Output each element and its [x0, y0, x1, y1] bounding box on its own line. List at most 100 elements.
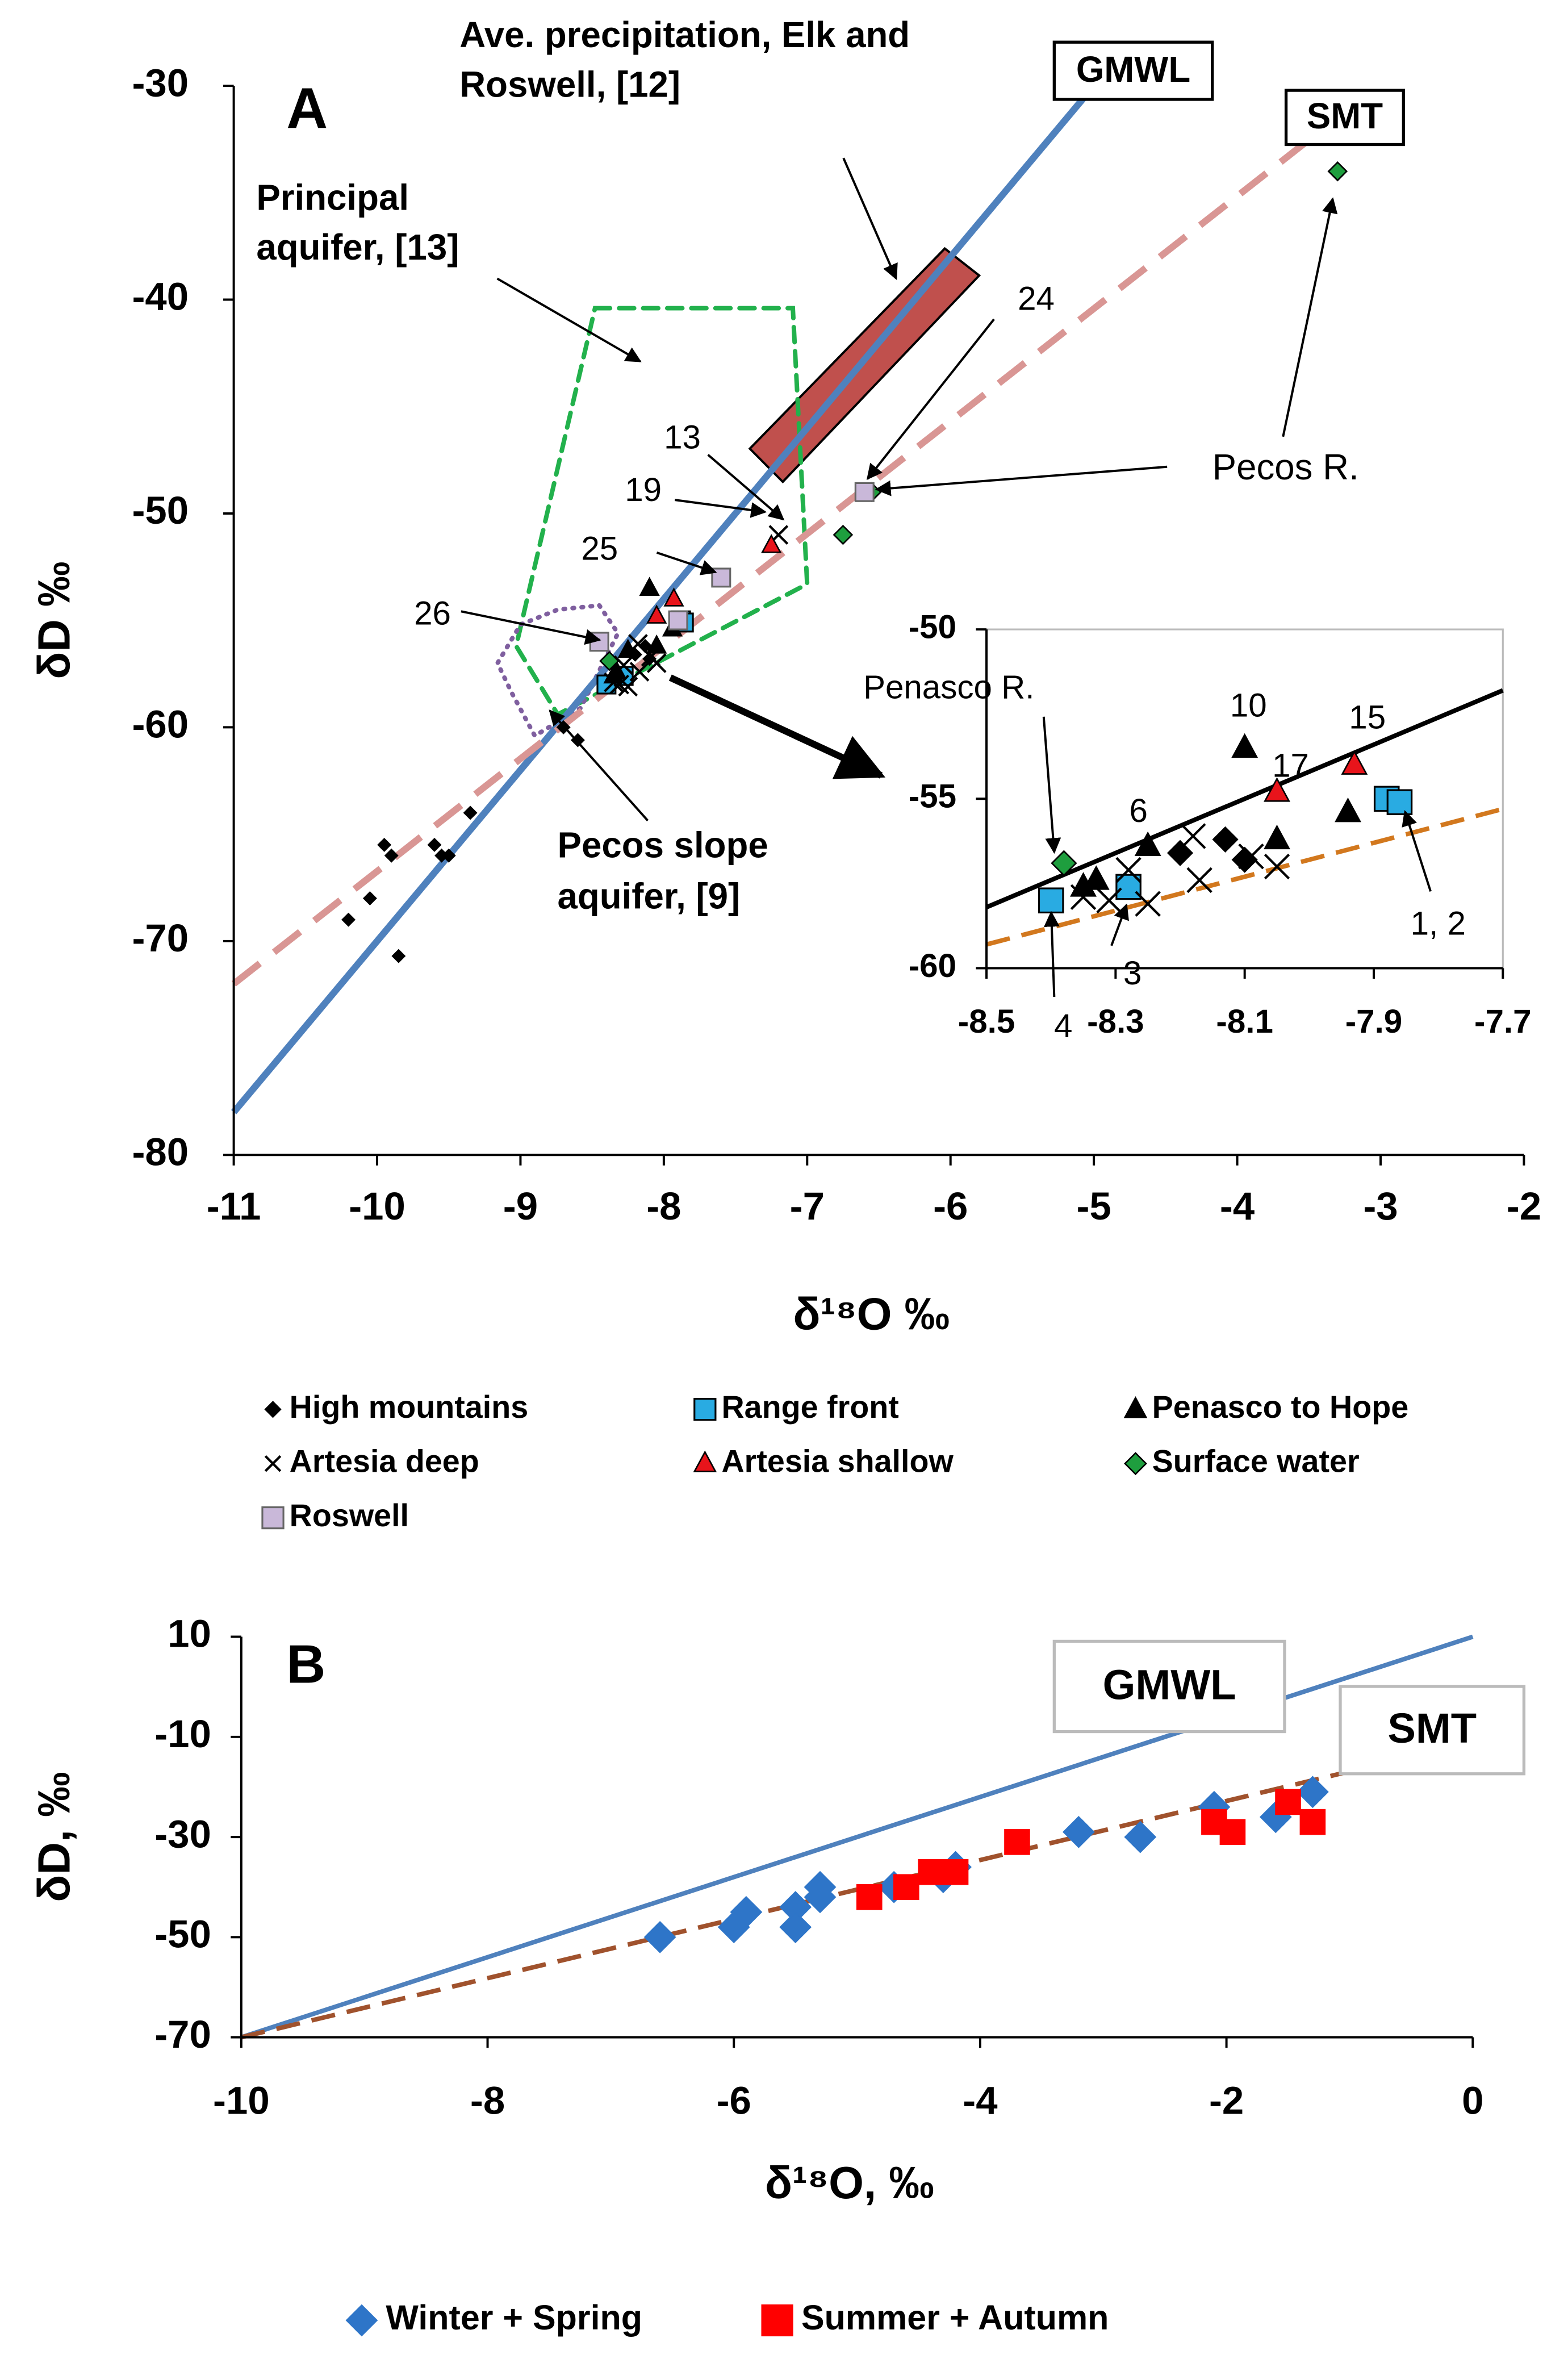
annotation: 24 [1018, 281, 1055, 318]
point [604, 672, 624, 692]
x-tick-label: -8.3 [1087, 1003, 1144, 1040]
point [1135, 891, 1161, 917]
point [427, 837, 442, 852]
line-label-box [1339, 1685, 1526, 1776]
x-tick-label: -4 [963, 2079, 997, 2123]
y-tick-label: -50 [154, 1913, 211, 1956]
point [1004, 1829, 1030, 1855]
annotation: Penasco R. [863, 669, 1034, 706]
y-tick-label: -50 [132, 488, 189, 532]
y-tick-label: -10 [154, 1712, 211, 1756]
chart: -8.5 -8.3 -8.1 -7.9 -7.7 -60 -55 -50 [909, 608, 1532, 1040]
point [1038, 887, 1064, 914]
annotation: 25 [581, 531, 618, 567]
line-label-box [1052, 40, 1214, 101]
arrow [461, 610, 601, 645]
y-tick-label: -70 [154, 2012, 211, 2056]
point [1212, 826, 1239, 853]
arrow [675, 499, 767, 518]
fit-line [231, 66, 1111, 1114]
legend-marker [264, 1401, 282, 1418]
point [1264, 824, 1290, 850]
arrow [1110, 903, 1129, 946]
line-label-box [1284, 89, 1405, 147]
x-tick-label: -4 [1220, 1184, 1255, 1228]
point [779, 1911, 812, 1944]
annotation: 6 [1130, 792, 1148, 829]
point [761, 534, 782, 553]
point [646, 604, 667, 624]
x-tick-label: -9 [503, 1184, 538, 1228]
point [1299, 1809, 1326, 1835]
annotation: aquifer, [9] [558, 876, 741, 916]
point [618, 677, 638, 697]
annotation: Principal [256, 177, 409, 218]
annotation: aquifer, [13] [256, 227, 459, 268]
annotation: A [286, 77, 328, 140]
x-tick-label: -7.7 [1474, 1003, 1531, 1040]
arrow [549, 709, 649, 822]
point [663, 587, 684, 607]
point [1264, 853, 1290, 880]
point [918, 1859, 944, 1885]
line-label: SMT [1307, 96, 1383, 136]
point [1063, 1815, 1095, 1848]
point [1166, 840, 1194, 866]
arrow [866, 318, 995, 481]
chart: -11 -10 -9 -8 -7 -6 -5 -4 -3 -2 -80 -70 -60 -50 -40 -30… [28, 61, 1541, 1339]
point [942, 1859, 969, 1885]
point [1264, 777, 1290, 802]
x-tick-label: -7 [790, 1184, 825, 1228]
y-tick-label: 10 [168, 1612, 211, 1656]
arrow [496, 277, 642, 362]
annotation: B [286, 1634, 325, 1694]
point [441, 848, 456, 863]
region [513, 306, 810, 718]
point [1070, 884, 1097, 910]
point [1124, 1820, 1157, 1853]
x-tick-label: -10 [349, 1184, 405, 1228]
arrow [1402, 810, 1432, 892]
point [668, 610, 688, 630]
fit-line [231, 126, 1326, 987]
y-tick-label: -70 [132, 916, 189, 960]
point [341, 912, 356, 927]
legend-label: Artesia shallow [721, 1443, 954, 1479]
point [1327, 161, 1348, 182]
legend-marker [693, 1450, 717, 1472]
fit-line [986, 807, 1504, 947]
y-tick-label: -60 [909, 947, 956, 984]
arrow [842, 157, 898, 280]
legend-label: Surface water [1152, 1443, 1360, 1479]
point [1219, 1819, 1246, 1845]
point [639, 577, 660, 596]
point [377, 837, 392, 852]
point [1231, 733, 1258, 758]
legend-marker [761, 2304, 793, 2337]
x-tick-label: -8.1 [1216, 1003, 1273, 1040]
arrow [1282, 197, 1338, 437]
legend-label: Roswell [290, 1498, 409, 1533]
point [856, 1884, 883, 1910]
arrow [1044, 911, 1060, 997]
annotation: 10 [1230, 687, 1267, 724]
legend-marker [345, 2304, 378, 2337]
legend-label: Summer + Autumn [801, 2298, 1109, 2337]
legend-marker [261, 1506, 285, 1530]
x-tick-label: -5 [1077, 1184, 1111, 1228]
x-tick-label: -6 [717, 2079, 751, 2123]
x-tick-label: -2 [1209, 2079, 1244, 2123]
point [629, 662, 650, 682]
annotation: 26 [414, 595, 451, 632]
annotation: Pecos slope [558, 825, 768, 865]
line-label: SMT [1387, 1705, 1477, 1752]
annotation: 4 [1054, 1008, 1072, 1045]
annotation: 13 [664, 419, 701, 456]
point [1134, 831, 1161, 857]
point [362, 891, 377, 906]
annotation: 15 [1349, 699, 1386, 736]
line-label-box [1052, 1639, 1286, 1734]
x-tick-label: -10 [213, 2079, 270, 2123]
